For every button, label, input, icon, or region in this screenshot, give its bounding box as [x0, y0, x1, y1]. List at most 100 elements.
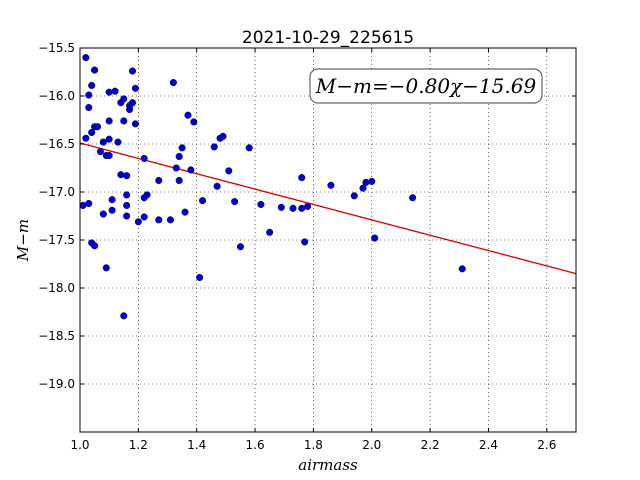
annotation-box: M−m=−0.80χ−15.69: [309, 68, 543, 104]
data-point: [236, 243, 245, 251]
data-points: [79, 54, 466, 320]
data-point: [96, 148, 104, 156]
data-point: [102, 264, 110, 272]
data-point: [155, 216, 163, 224]
data-point: [140, 213, 148, 221]
x-tick-label: 1.4: [187, 438, 206, 452]
y-tick-label: −19.0: [38, 377, 75, 391]
data-point: [166, 216, 174, 224]
data-point: [91, 66, 99, 74]
data-point: [245, 144, 253, 152]
data-point: [178, 144, 186, 152]
x-tick-label: 1.2: [129, 438, 148, 452]
data-point: [327, 181, 335, 189]
data-point: [210, 143, 218, 151]
data-point: [105, 151, 113, 160]
data-point: [111, 87, 119, 95]
data-point: [190, 118, 198, 126]
data-point: [184, 111, 192, 119]
data-point: [85, 91, 93, 99]
data-point: [128, 67, 137, 75]
data-point: [123, 212, 131, 220]
annotation-text: M−m=−0.80χ−15.69: [315, 74, 537, 98]
data-point: [131, 120, 139, 128]
data-point: [169, 79, 177, 87]
data-point: [231, 198, 239, 206]
fit-line-group: [79, 142, 577, 275]
x-tick-label: 1.8: [304, 438, 323, 452]
data-point: [105, 117, 113, 125]
data-point: [304, 202, 312, 210]
data-point: [123, 191, 131, 199]
data-point: [88, 128, 96, 137]
data-point: [105, 88, 113, 96]
data-point: [88, 81, 96, 89]
data-point: [120, 95, 128, 103]
data-point: [277, 203, 285, 211]
data-point: [99, 138, 107, 146]
data-point: [198, 197, 207, 205]
data-point: [126, 105, 134, 113]
y-tick-label: −17.0: [38, 185, 75, 199]
data-point: [82, 54, 90, 62]
data-point: [175, 152, 183, 161]
data-point: [196, 273, 204, 281]
data-point: [120, 117, 128, 125]
chart-title: 2021-10-29_225615: [242, 28, 414, 48]
data-point: [362, 178, 370, 186]
y-tick-label: −18.0: [38, 281, 75, 295]
data-point: [108, 206, 116, 214]
data-point: [368, 177, 376, 185]
data-point: [458, 265, 466, 273]
data-point: [91, 242, 99, 250]
y-tick-label: −16.0: [38, 89, 75, 103]
y-tick-label: −16.5: [38, 137, 75, 151]
data-point: [93, 123, 102, 131]
data-point: [108, 196, 116, 204]
data-point: [301, 238, 309, 246]
data-point: [120, 312, 128, 320]
data-point: [155, 176, 163, 185]
data-point: [289, 204, 297, 212]
y-axis-label: M−m: [14, 219, 32, 262]
data-point: [85, 103, 93, 112]
data-point: [99, 210, 107, 218]
data-point: [131, 84, 139, 92]
data-point: [114, 138, 122, 146]
data-point: [219, 132, 227, 140]
x-axis-label: airmass: [298, 456, 358, 474]
data-point: [257, 200, 265, 209]
data-point: [123, 172, 131, 180]
data-point: [409, 194, 417, 202]
data-point: [371, 234, 379, 242]
x-tick-label: 2.2: [421, 438, 440, 452]
x-tick-label: 1.6: [246, 438, 265, 452]
y-tick-label: −15.5: [38, 41, 75, 55]
y-tick-label: −17.5: [38, 233, 75, 247]
data-point: [123, 201, 131, 209]
data-point: [181, 208, 189, 216]
data-point: [140, 154, 148, 162]
data-point: [175, 176, 183, 185]
data-point: [134, 218, 142, 226]
data-point: [117, 171, 125, 179]
data-point: [128, 99, 137, 107]
data-point: [105, 135, 113, 143]
data-point: [143, 191, 151, 199]
annotation-frame: [309, 68, 543, 104]
grid: [79, 47, 576, 432]
x-tick-label: 1.0: [70, 438, 89, 452]
data-point: [172, 164, 180, 172]
ticks: 1.0 1.2 1.4 1.6 1.8 2.0 2.2 2.4 2.6 −15.5 −16.0 −16…: [38, 41, 576, 452]
x-tick-label: 2.6: [537, 438, 556, 452]
data-point: [82, 134, 90, 142]
data-point: [298, 174, 306, 182]
data-point: [350, 192, 358, 200]
data-point: [359, 184, 367, 192]
y-tick-label: −18.5: [38, 329, 75, 343]
fit-line: [79, 142, 577, 275]
data-point: [266, 228, 274, 236]
x-tick-label: 2.4: [479, 438, 498, 452]
data-point: [187, 166, 195, 174]
